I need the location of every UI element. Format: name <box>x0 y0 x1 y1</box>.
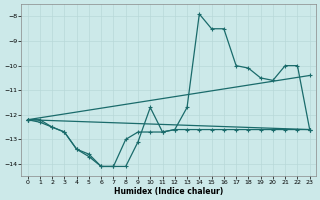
X-axis label: Humidex (Indice chaleur): Humidex (Indice chaleur) <box>114 187 223 196</box>
